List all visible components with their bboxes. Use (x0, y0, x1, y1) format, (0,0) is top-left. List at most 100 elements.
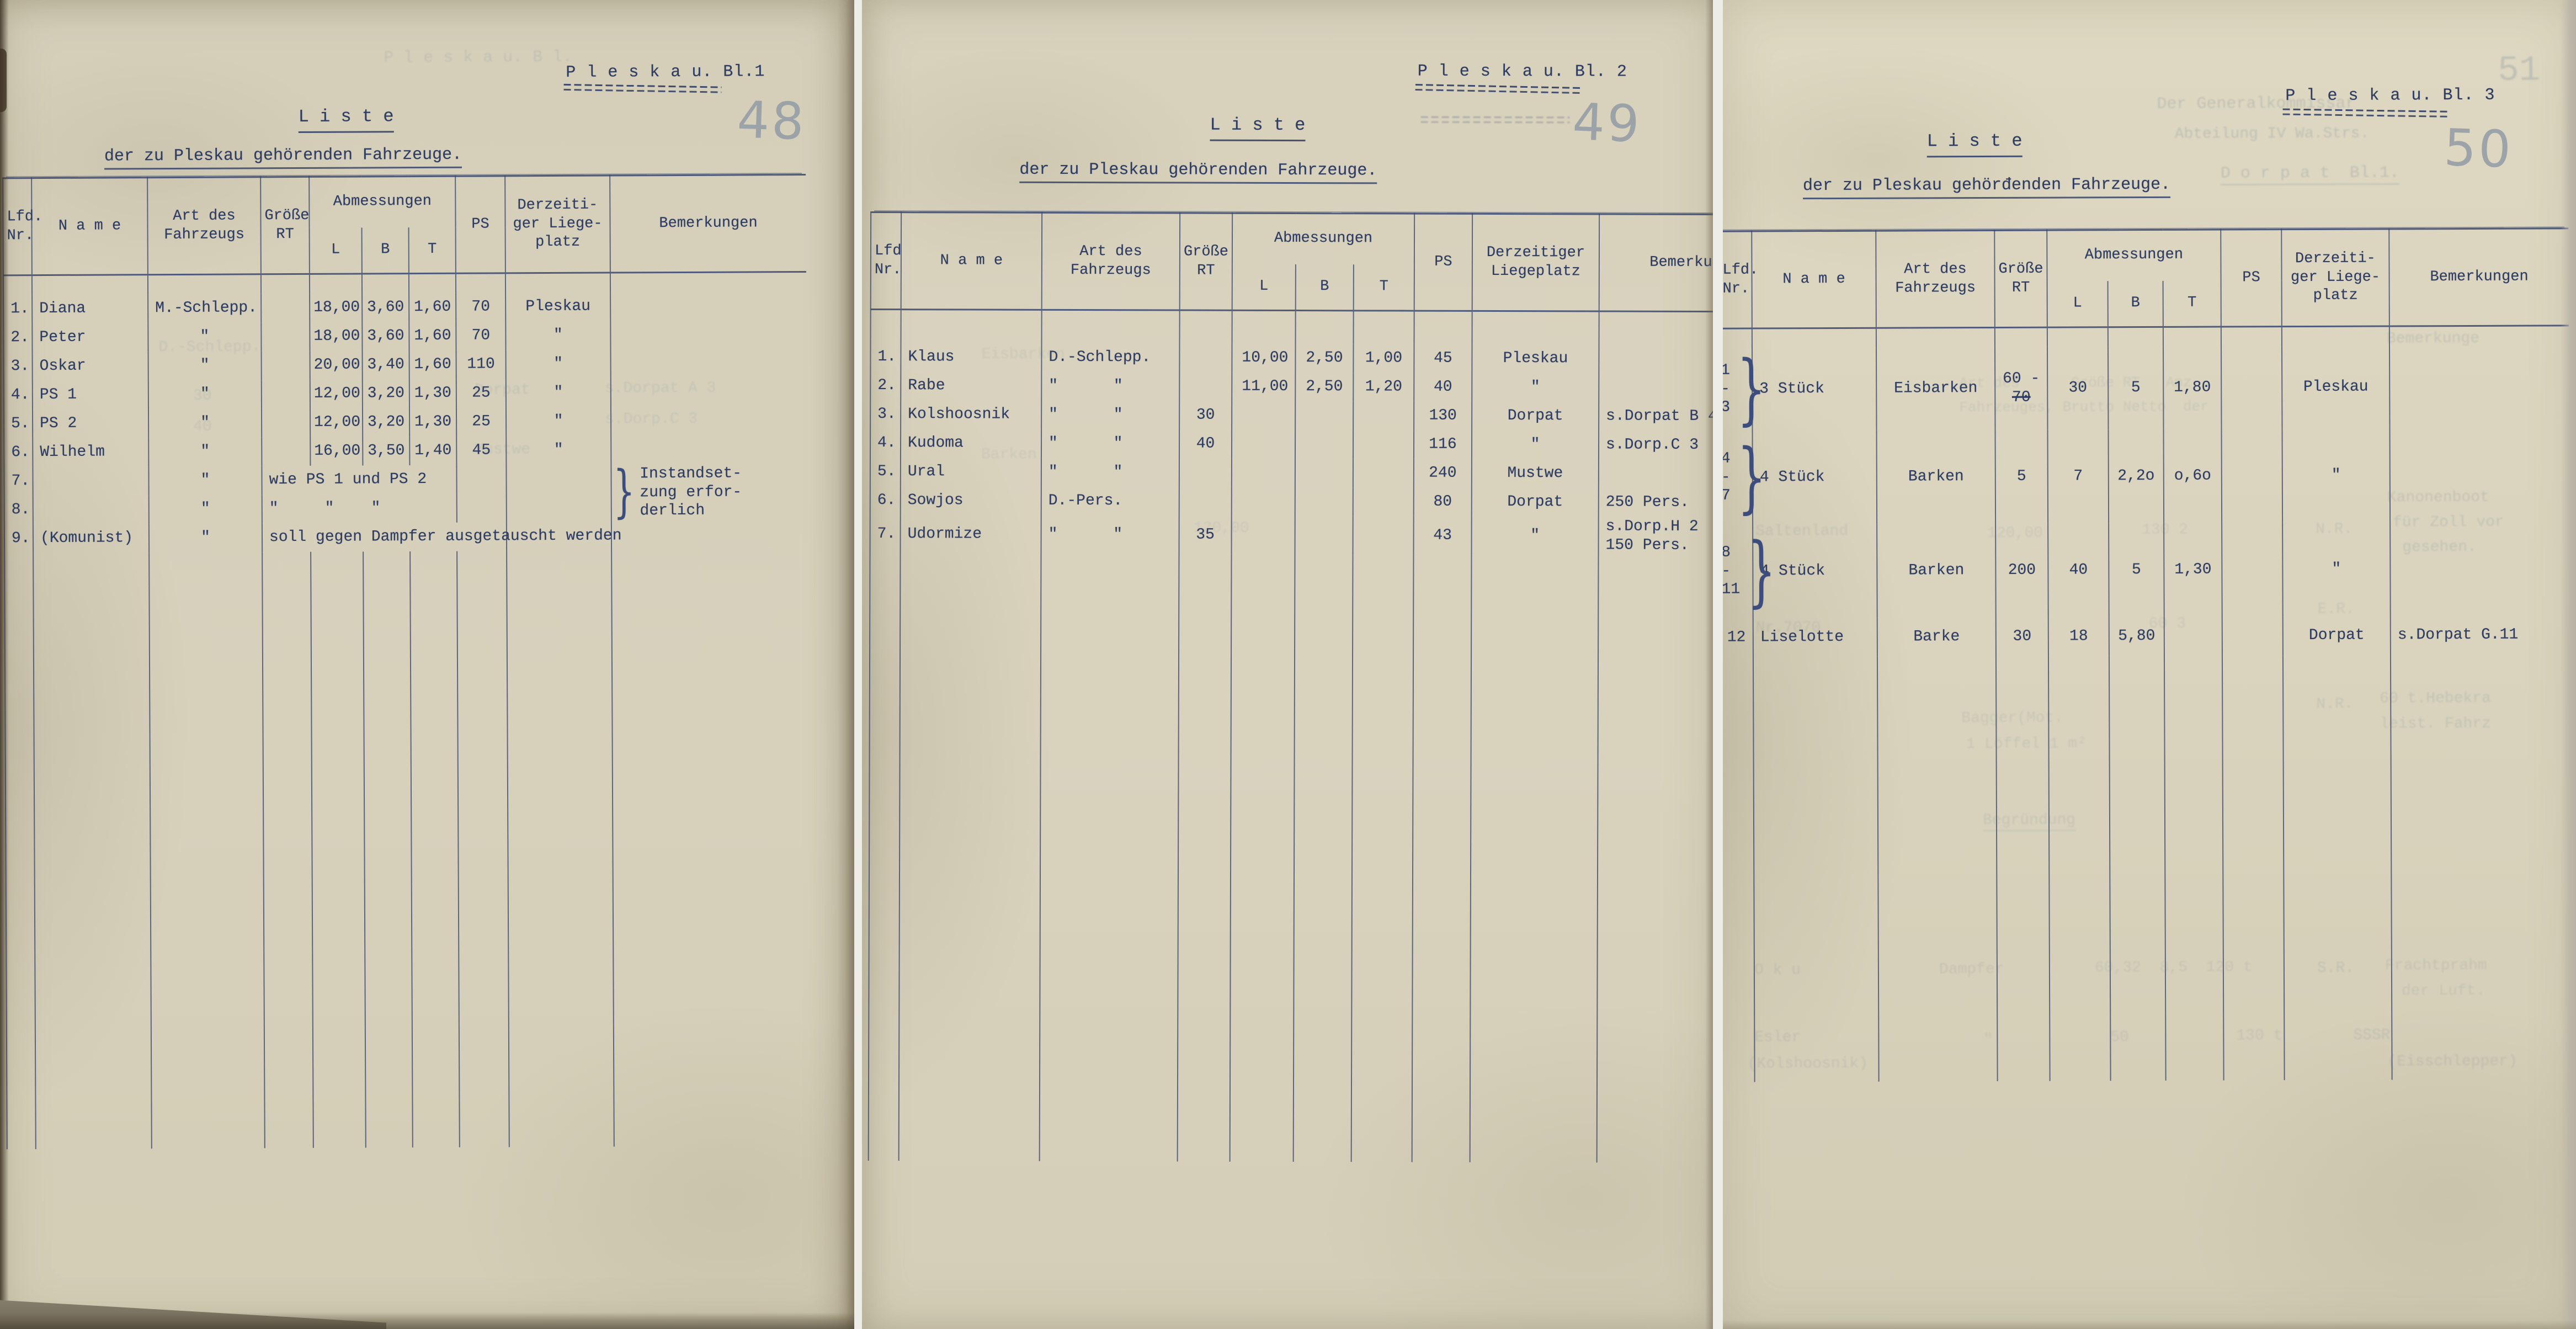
table-cell (2163, 327, 2221, 347)
page-number: 48 (736, 90, 807, 152)
table-row: 4. Kudoma " " 40 116 " s.Dorp.C 3 (870, 428, 1713, 460)
table-cell: 1,30 (409, 407, 457, 437)
table-cell: Barken (1877, 523, 1996, 618)
table-cell (610, 272, 807, 293)
sheet-label-underline (1415, 83, 1581, 94)
table-row: 3. Kolshoosnik " " 30 130 Dorpat s.Dorpat B 4 (870, 400, 1713, 431)
col-header-lfd-nr: Lfd Nr. (870, 212, 902, 310)
table-cell: 5 (2109, 523, 2164, 617)
table-cell: 1,80 (2163, 346, 2222, 429)
col-header-name: N a m e (31, 177, 148, 275)
table-cell: 250 Pers. (1598, 487, 1713, 517)
table-cell: 12,00 (310, 379, 363, 408)
table-cell (610, 406, 807, 436)
table-row: 2. Rabe " " 11,00 2,50 1,20 40 " (870, 371, 1713, 402)
col-header-groesse: Größe RT (260, 177, 310, 274)
table-cell: " (148, 379, 262, 409)
table-cell: 116 (1413, 430, 1472, 459)
table-cell (361, 273, 409, 294)
table-cell (1231, 515, 1295, 555)
table-cell (2389, 325, 2569, 346)
table-cell: 1,60 (409, 350, 456, 379)
table-cell: 1,00 (1353, 343, 1414, 373)
table-cell: " (1471, 430, 1599, 459)
table-cell (1351, 554, 1414, 1162)
sheet-label-underline (2282, 108, 2449, 118)
table-cell: Dorpat (1471, 487, 1599, 517)
table-cell (457, 550, 509, 1147)
table-cell (1995, 656, 2050, 1081)
col-header-groesse: Größe RT (1179, 212, 1233, 311)
brace-mark: } (1737, 344, 1766, 434)
table-cell: 10,00 (1232, 343, 1296, 373)
torn-right-edge (838, 0, 854, 1329)
table-cell: s.Dorpat G.11 (2390, 615, 2570, 655)
table-cell (408, 273, 456, 293)
table-cell: 35 (1179, 515, 1232, 555)
col-header-l: L (2047, 280, 2108, 328)
table-row: 1 - 3} 3 Stück Eisbarken 60 -70 30 5 1,80 Plesk… (1723, 344, 2569, 434)
page-number: 49 (1571, 92, 1643, 154)
table-cell: D.-Schlepp. (1041, 343, 1180, 372)
table-cell: Mustwe (1471, 459, 1599, 488)
table-cell: 1,60 (409, 293, 456, 322)
table-cell (1598, 459, 1713, 488)
table-cell: 70 (456, 292, 506, 322)
table-cell: o,6o (2163, 429, 2222, 523)
table-cell: 45 (456, 435, 507, 465)
table-cell (149, 551, 265, 1149)
table-cell (261, 322, 310, 351)
table-cell (1295, 458, 1353, 487)
table-cell: " (1471, 516, 1599, 555)
vehicle-table-bl3: Lfd. Nr. N a m e Art des Fahrzeugs Größe… (1723, 227, 2572, 1082)
table-cell: " (148, 465, 262, 495)
sheet-label-underline (563, 83, 722, 93)
table-cell (1876, 327, 1995, 348)
table-cell (1353, 458, 1414, 488)
table-cell: soll gegen Dampfer ausgetauscht werden (262, 522, 622, 552)
table-cell (33, 466, 149, 496)
table-cell: 6. (870, 486, 901, 515)
table-cell: PS 1 (32, 380, 148, 410)
vehicle-table-bl2: Lfd Nr. N a m e Art des Fahrzeugs Größe … (867, 211, 1713, 1163)
table-row: 4 - 7} 4 Stück Barken 5 7 2,2o o,6o " (1723, 427, 2570, 525)
table-cell (506, 493, 611, 522)
table-cell (1232, 401, 1296, 430)
table-cell: 130 (1414, 401, 1472, 430)
table-cell: Liselotte (1753, 618, 1877, 657)
col-header-groesse: Größe RT (1994, 230, 2047, 328)
table-cell: 3,20 (362, 407, 410, 437)
table-row: 4. PS 1 " 12,00 3,20 1,30 25 " (3, 377, 807, 410)
table-cell (2390, 653, 2572, 1080)
table-cell: " (148, 322, 262, 352)
col-header-liegeplatz: Derzeiti- ger Liege- platz (505, 176, 610, 273)
table-cell (1994, 327, 2047, 347)
table-cell: Barke (1877, 617, 1996, 657)
table-cell (1179, 343, 1232, 373)
table-cell: " (148, 408, 262, 438)
col-header-name: N a m e (1752, 231, 1876, 329)
table-row: 7. " wie PS 1 und PS 2} Instandset- zung er… (4, 459, 807, 525)
table-cell: " " (1041, 400, 1180, 429)
table-cell: 18 (2048, 616, 2109, 656)
table-cell: 12,00 (310, 408, 363, 437)
list-subtitle: der zu Pleskau gehörenden Fahrzeuge. (1019, 160, 1377, 184)
table-cell (147, 274, 262, 294)
table-cell (33, 495, 149, 524)
ghost-bleedthrough-text: P l e s k a u. B l. (384, 47, 573, 68)
table-cell: 240 (1413, 459, 1472, 488)
col-header-name: N a m e (901, 212, 1042, 310)
page-scan-bl3: P l e s k a u. Bl. 3 50 L i s t e der zu… (1723, 0, 2576, 1329)
col-header-art: Art des Fahrzeugs (1876, 230, 1995, 328)
table-cell: 25 (456, 378, 506, 408)
table-cell: 80 (1413, 487, 1472, 517)
table-cell: Pleskau (1472, 344, 1599, 373)
table-cell (1232, 310, 1296, 344)
table-cell (262, 437, 311, 466)
table-cell: 2,2o (2108, 429, 2164, 523)
table-cell: Peter (32, 322, 148, 352)
table-cell (1412, 555, 1472, 1162)
torn-right-edge (2561, 0, 2576, 1329)
table-cell: 45 (1414, 344, 1472, 373)
table-cell: 1,20 (1353, 372, 1414, 402)
